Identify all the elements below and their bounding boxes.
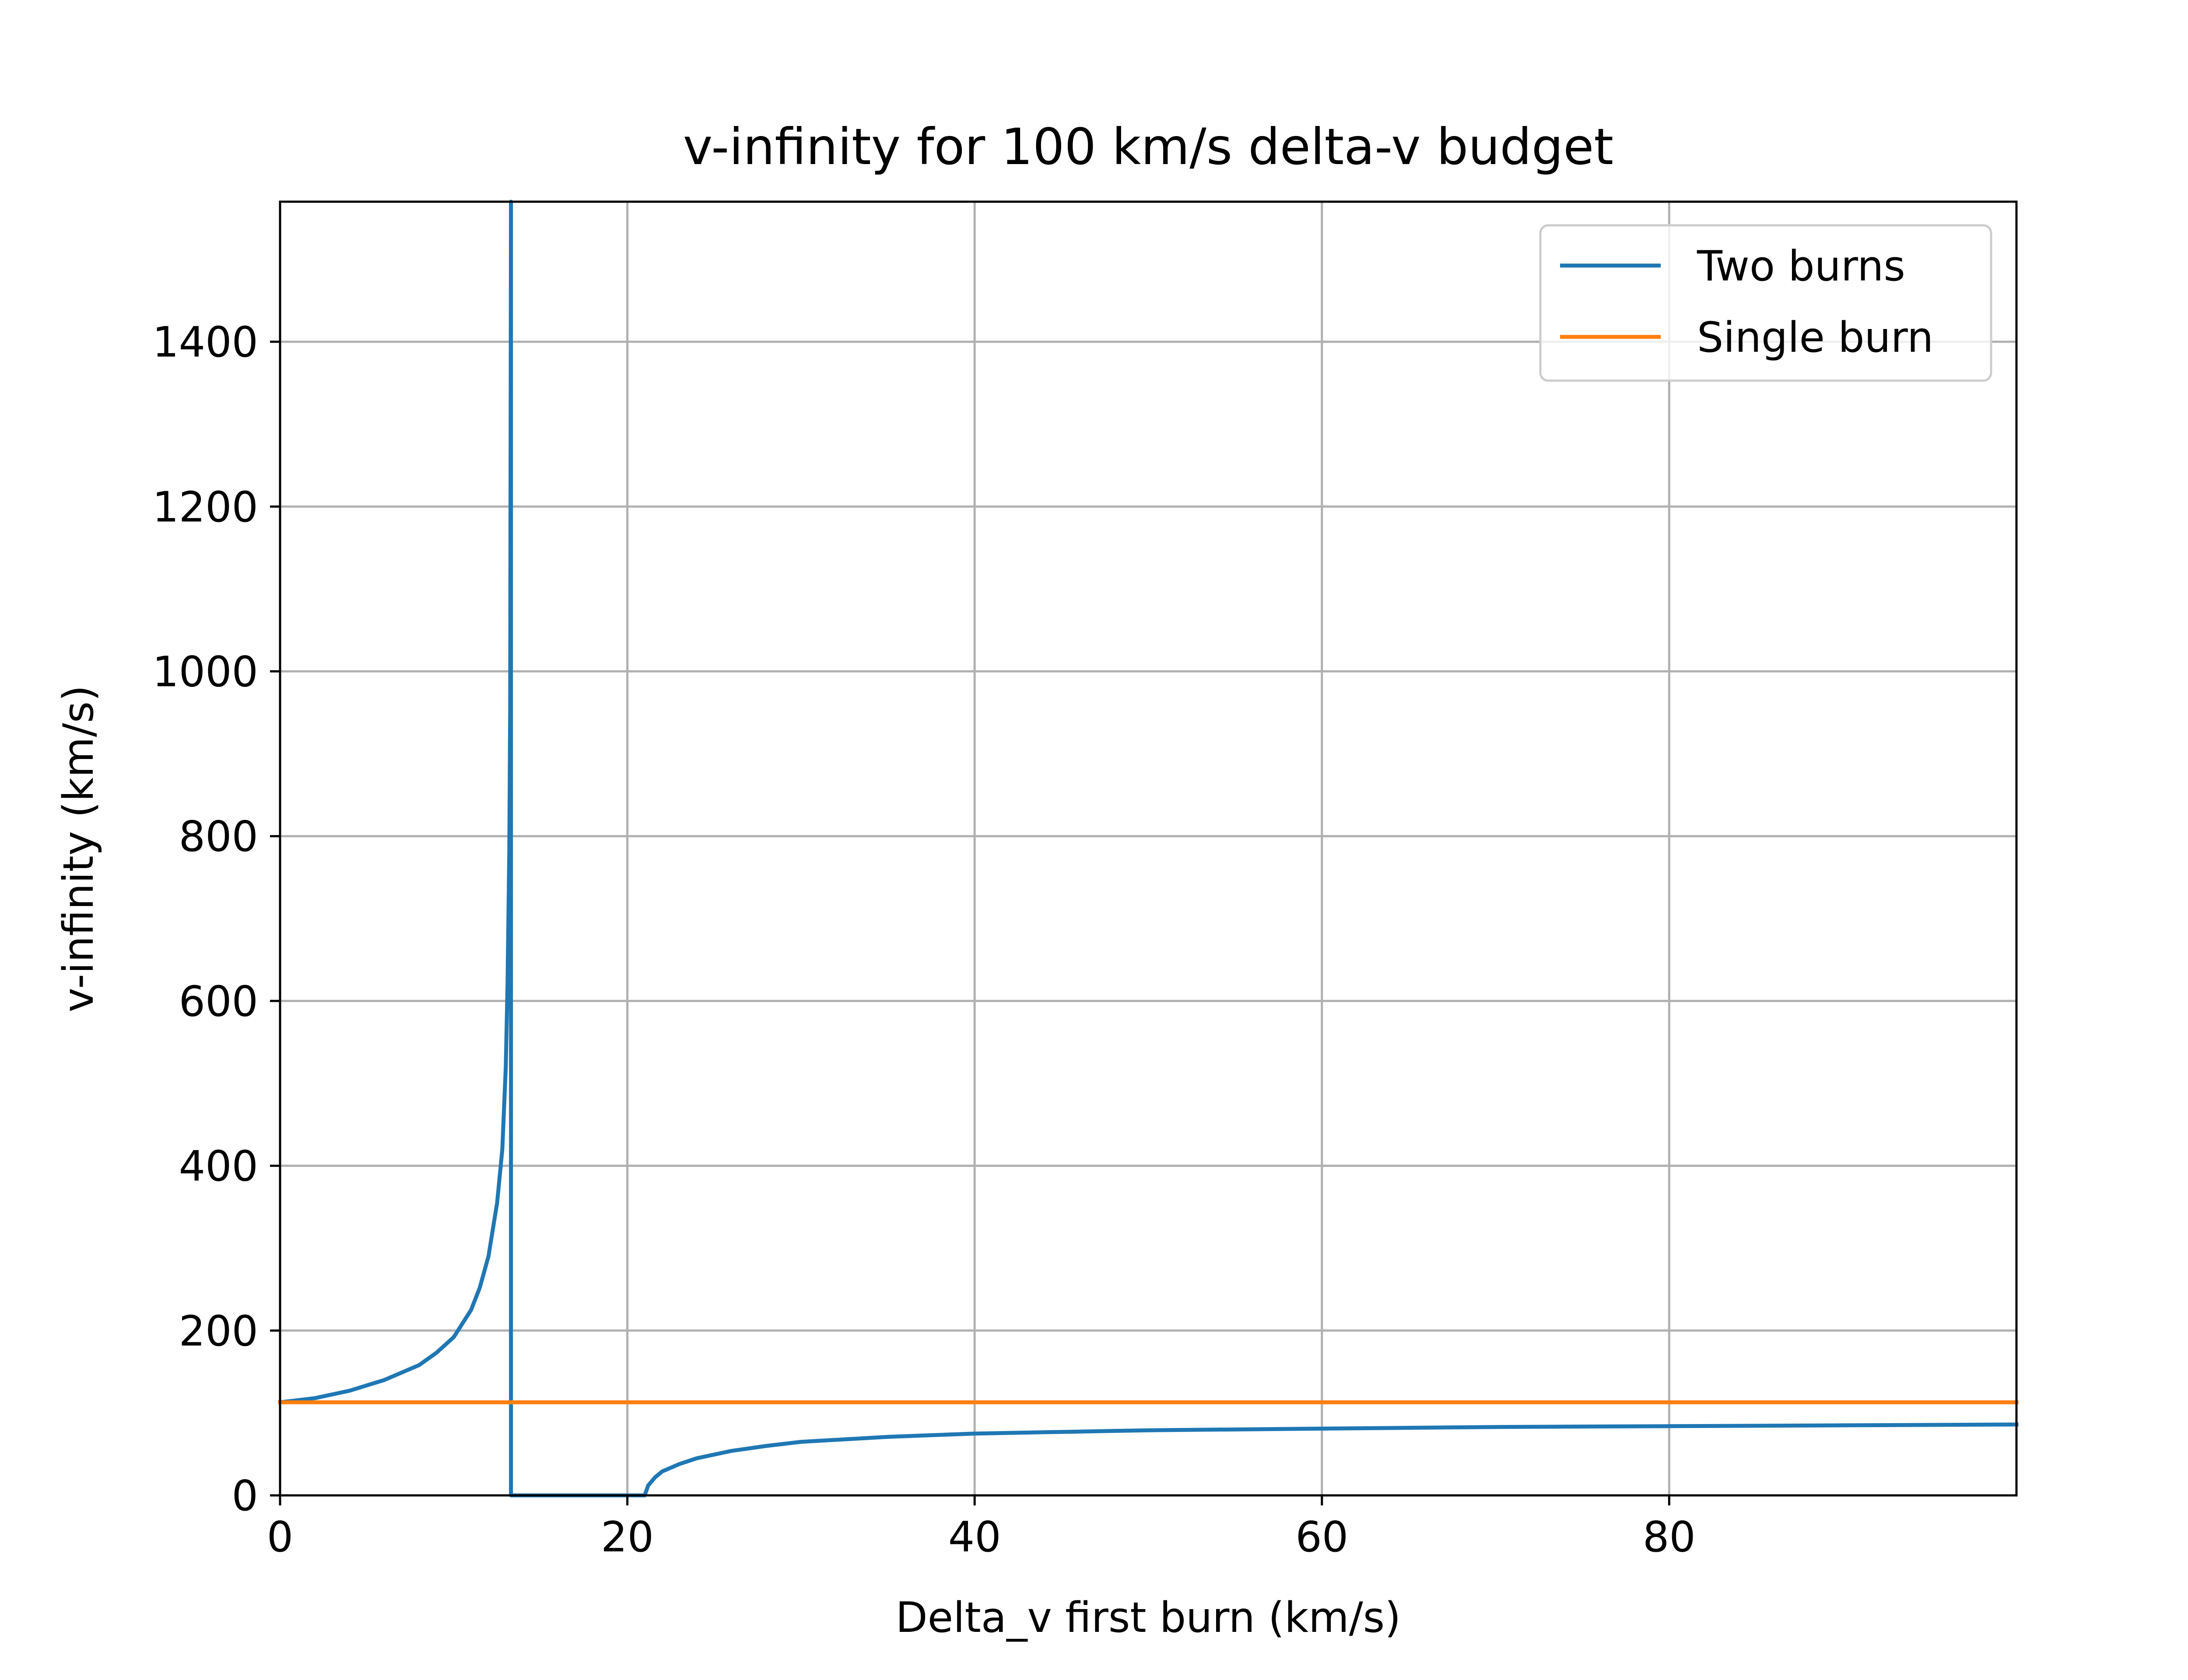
x-axis-label: Delta_v first burn (km/s) bbox=[896, 1594, 1401, 1642]
chart-title: v-infinity for 100 km/s delta-v budget bbox=[683, 118, 1613, 176]
y-axis-label: v-infinity (km/s) bbox=[55, 685, 103, 1012]
y-tick-label: 1000 bbox=[152, 648, 258, 696]
y-tick-label: 600 bbox=[179, 978, 258, 1026]
y-tick-label: 0 bbox=[232, 1472, 258, 1520]
x-tick-label: 20 bbox=[601, 1513, 654, 1561]
plot-area bbox=[280, 202, 2016, 1495]
y-tick-label: 800 bbox=[179, 813, 258, 861]
y-tick-label: 200 bbox=[179, 1307, 258, 1355]
x-tick-label: 80 bbox=[1643, 1513, 1696, 1561]
legend-label-single-burn: Single burn bbox=[1697, 314, 1933, 362]
legend: Two burns Single burn bbox=[1539, 224, 1992, 382]
y-tick-label: 1200 bbox=[152, 483, 258, 532]
y-tick-label: 400 bbox=[179, 1143, 258, 1191]
x-tick-label: 40 bbox=[948, 1513, 1001, 1561]
legend-label-two-burns: Two burns bbox=[1697, 242, 1905, 290]
x-tick-label: 0 bbox=[267, 1513, 293, 1561]
plot-frame bbox=[279, 200, 2018, 1497]
y-tick-label: 1400 bbox=[152, 318, 258, 367]
x-tick-label: 60 bbox=[1295, 1513, 1348, 1561]
